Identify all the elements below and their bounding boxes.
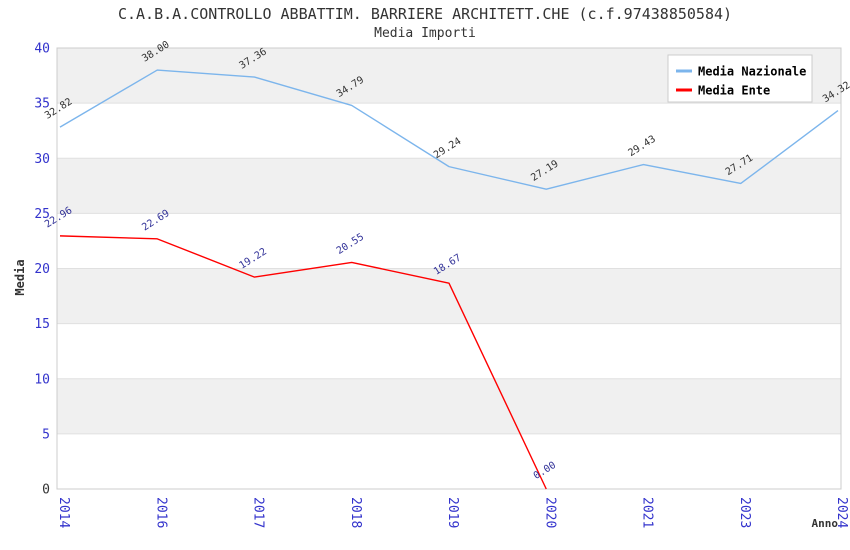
y-tick-label: 10 (34, 372, 50, 387)
chart-title: C.A.B.A.CONTROLLO ABBATTIM. BARRIERE ARC… (117, 5, 733, 23)
y-tick-label: 40 (34, 42, 50, 57)
x-tick-label: 2023 (737, 497, 752, 528)
x-tick-label: 2016 (153, 497, 168, 528)
y-tick-label: 25 (34, 207, 50, 222)
x-tick-label: 2020 (542, 497, 557, 528)
x-axis-title: Anno (812, 517, 839, 530)
x-tick-label: 2021 (640, 497, 655, 528)
y-axis-title: Media (13, 259, 27, 295)
y-tick-label: 0 (42, 483, 50, 498)
x-tick-label: 2024 (834, 497, 849, 528)
plot-border (56, 47, 842, 490)
y-tick-label: 5 (42, 427, 50, 442)
plot-band (57, 268, 841, 324)
legend-label: Media Nazionale (698, 65, 806, 79)
plot-band (57, 378, 841, 434)
plot-band (57, 213, 841, 269)
x-tick-label: 2019 (445, 497, 460, 528)
y-tick-label: 20 (34, 262, 50, 277)
x-tick-label: 2017 (251, 497, 266, 528)
plot-band (57, 103, 841, 159)
series-line-media-nazionale (59, 69, 839, 190)
plot-band (57, 433, 841, 489)
plot-band (57, 323, 841, 379)
y-tick-label: 30 (34, 152, 50, 167)
legend-label: Media Ente (698, 84, 770, 98)
y-tick-label: 35 (34, 97, 50, 112)
plot-band (57, 158, 841, 214)
y-tick-label: 15 (34, 317, 50, 332)
x-tick-label: 2014 (56, 497, 71, 528)
series-line-media-ente (59, 235, 547, 490)
legend-box (667, 54, 813, 103)
chart-subtitle: Media Importi (374, 26, 476, 41)
x-tick-label: 2018 (348, 497, 363, 528)
